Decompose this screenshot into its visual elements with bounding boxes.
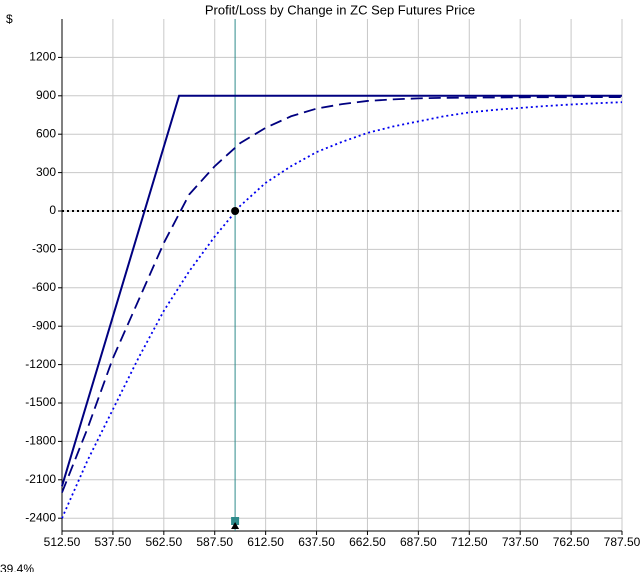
- pl-line: [61, 96, 622, 493]
- x-tick-label: 612.50: [247, 535, 284, 549]
- x-tick-label: 562.50: [145, 535, 182, 549]
- pl-line: [61, 94, 622, 487]
- x-tick-label: 512.50: [44, 535, 81, 549]
- y-tick-label: 900: [36, 88, 56, 102]
- y-axis-label: $: [6, 12, 13, 26]
- y-tick-label: -600: [32, 280, 56, 294]
- x-tick-label: 687.50: [400, 535, 437, 549]
- y-tick-label: 300: [36, 165, 56, 179]
- x-tick-label: 587.50: [196, 535, 233, 549]
- x-tick-label: 537.50: [95, 535, 132, 549]
- y-tick-label: 1200: [29, 50, 56, 64]
- y-tick-label: -900: [32, 318, 56, 332]
- y-tick-label: 0: [49, 203, 56, 217]
- y-tick-label: -2400: [25, 510, 56, 524]
- marker-handle: [231, 517, 240, 525]
- x-tick-label: 662.50: [349, 535, 386, 549]
- y-tick-label: -1800: [25, 434, 56, 448]
- y-tick-label: -2100: [25, 472, 56, 486]
- y-tick-label: -1500: [25, 395, 56, 409]
- x-tick-label: 762.50: [553, 535, 590, 549]
- marker-point: [231, 207, 240, 215]
- x-tick-label: 712.50: [451, 535, 488, 549]
- x-tick-label: 787.50: [604, 535, 640, 549]
- y-tick-label: -1200: [25, 357, 56, 371]
- chart-title: Profit/Loss by Change in ZC Sep Futures …: [205, 2, 475, 17]
- y-tick-label: 600: [36, 126, 56, 140]
- marker-arrow: [231, 522, 240, 529]
- x-tick-label: 637.50: [298, 535, 335, 549]
- x-tick-label: 737.50: [502, 535, 539, 549]
- footer-label: 39.4%: [0, 562, 34, 572]
- y-tick-label: -300: [32, 242, 56, 256]
